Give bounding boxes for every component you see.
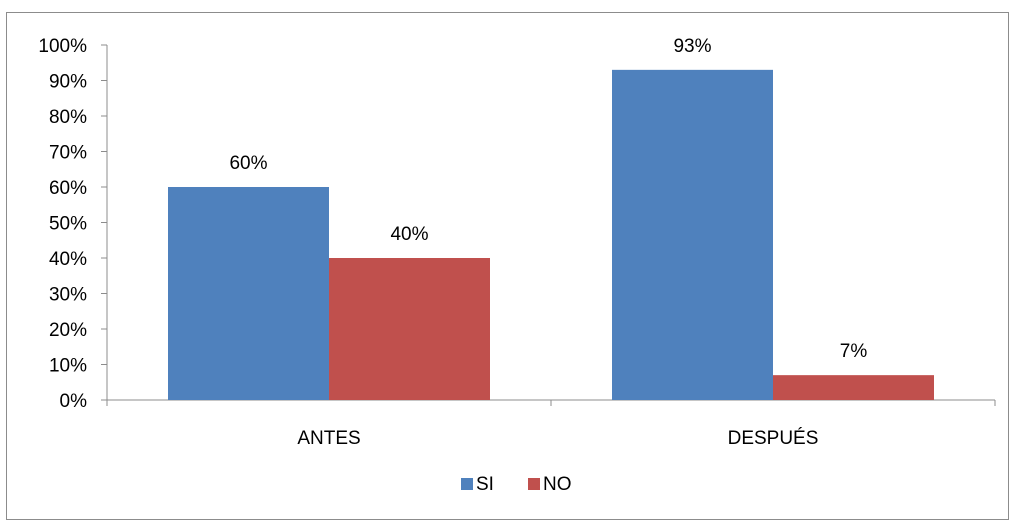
y-tick-label: 80% — [49, 107, 87, 128]
legend-label-si: SI — [476, 474, 494, 495]
bar-chart: 0% 10% 20% 30% 40% 50% 60% 70% 80% 90% 100% ANTES D… — [38, 36, 996, 495]
y-tick-label: 70% — [49, 143, 87, 164]
data-label: 40% — [390, 224, 428, 245]
x-axis: ANTES DESPUÉS — [106, 399, 996, 449]
y-tick-label: 50% — [49, 214, 87, 235]
y-tick-label: 30% — [49, 285, 87, 306]
bar-si-0 — [168, 187, 329, 400]
data-label: 60% — [229, 153, 267, 174]
bar-no-1 — [773, 375, 934, 400]
data-label: 7% — [840, 341, 868, 362]
bar-no-0 — [329, 258, 490, 400]
legend-swatch-no — [528, 478, 540, 490]
bars — [168, 69, 934, 400]
y-tick-label: 10% — [49, 356, 87, 377]
bar-si-1 — [612, 69, 773, 400]
y-tick-label: 40% — [49, 249, 87, 270]
y-tick-label: 20% — [49, 320, 87, 341]
chart-area: 0% 10% 20% 30% 40% 50% 60% 70% 80% 90% 100% ANTES D… — [6, 12, 1009, 520]
x-category-label: ANTES — [297, 428, 360, 449]
y-axis: 0% 10% 20% 30% 40% 50% 60% 70% 80% 90% 100% — [38, 36, 108, 412]
legend: SI NO — [461, 474, 572, 495]
legend-label-no: NO — [543, 474, 572, 495]
y-tick-label: 60% — [49, 178, 87, 199]
y-tick-label: 100% — [38, 36, 87, 57]
legend-swatch-si — [461, 478, 473, 490]
data-labels: 60% 40% 93% 7% — [229, 36, 867, 362]
y-tick-label: 0% — [60, 391, 88, 412]
x-category-label: DESPUÉS — [728, 428, 819, 449]
data-label: 93% — [673, 36, 711, 57]
y-tick-label: 90% — [49, 72, 87, 93]
